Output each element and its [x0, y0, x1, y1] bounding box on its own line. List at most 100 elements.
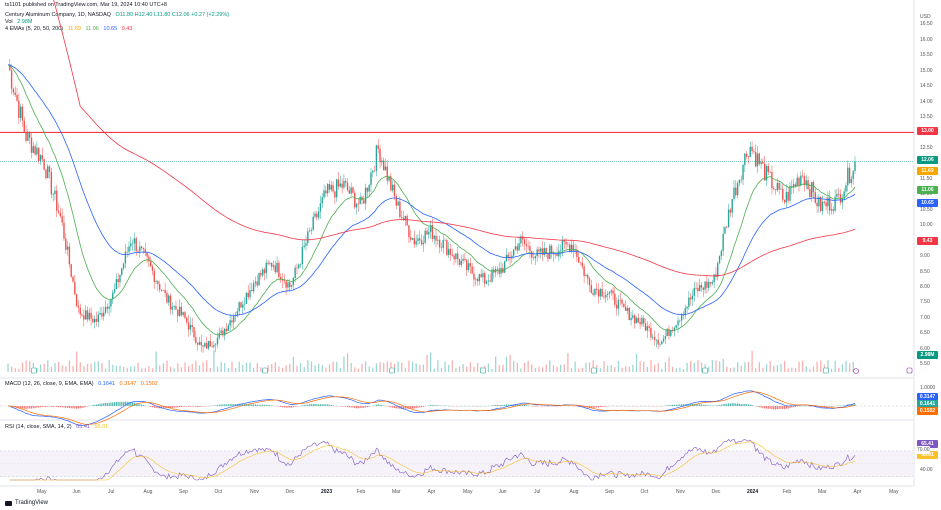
- macd-histogram-bar: [225, 404, 228, 406]
- volume-bar: [603, 361, 605, 372]
- volume-bar: [585, 362, 587, 372]
- candle-body: [205, 343, 208, 349]
- volume-bar: [191, 363, 193, 372]
- volume-bar: [57, 361, 60, 372]
- candle-body: [738, 179, 741, 184]
- candle-body: [726, 226, 728, 228]
- price-tick: 12.50: [920, 144, 933, 151]
- price-tick: 8.50: [920, 268, 930, 275]
- macd-histogram-bar: [823, 406, 825, 407]
- macd-histogram-bar: [415, 406, 417, 409]
- time-tick: Apr: [427, 489, 436, 495]
- volume-bar: [112, 364, 114, 372]
- volume-bar: [101, 362, 103, 372]
- macd-histogram-bar: [34, 406, 36, 409]
- candle-body: [47, 166, 49, 179]
- volume-bar: [495, 356, 497, 372]
- macd-histogram-bar: [357, 406, 359, 409]
- candle-body: [581, 262, 583, 267]
- macd-histogram-bar: [85, 406, 87, 407]
- volume-bar: [513, 360, 515, 372]
- volume-bar: [411, 361, 414, 372]
- candle-body: [662, 338, 665, 342]
- volume-bar: [155, 351, 157, 372]
- ema-legend[interactable]: 4 EMAs (5, 20, 50, 200) 11.69 11.06 10.6…: [5, 26, 135, 32]
- candle-body: [612, 290, 614, 294]
- candle-body: [843, 191, 845, 199]
- volume-bar: [357, 368, 360, 372]
- candle-body: [568, 244, 571, 252]
- volume-bar: [126, 367, 128, 372]
- volume-bar: [7, 363, 9, 372]
- macd-histogram-bar: [68, 406, 71, 409]
- candle-body: [783, 199, 786, 203]
- ema20-line: [7, 64, 856, 336]
- candle-body: [117, 279, 119, 283]
- candle-body: [379, 148, 381, 163]
- volume-bar: [47, 360, 49, 372]
- candle-body: [816, 202, 818, 207]
- time-tick: Jul: [534, 489, 541, 495]
- volume-bar: [321, 365, 323, 372]
- volume-bar: [115, 365, 118, 372]
- candle-body: [415, 241, 417, 245]
- candle-body: [731, 199, 733, 213]
- macd-histogram-bar: [590, 406, 592, 408]
- candle-body: [825, 202, 827, 207]
- macd-histogram-bar: [735, 403, 737, 406]
- rsi-legend[interactable]: RSI (14, close, SMA, 14, 2) 65.41 55.01: [5, 424, 111, 430]
- volume-bar: [679, 367, 681, 372]
- candle-body: [767, 166, 770, 173]
- volume-bar: [180, 367, 183, 372]
- candle-body: [195, 337, 197, 343]
- candle-body: [478, 274, 481, 282]
- macd-legend[interactable]: MACD (12, 26, close, 9, EMA, EMA) 0.1641…: [5, 381, 161, 387]
- ema-legend-label: 4 EMAs (5, 20, 50, 200): [5, 26, 64, 32]
- macd-legend-value-3: 0.1502: [140, 381, 158, 387]
- macd-histogram-bar: [749, 404, 751, 406]
- macd-histogram-bar: [220, 404, 222, 406]
- candle-body: [95, 318, 98, 322]
- candle-body: [673, 327, 676, 332]
- macd-histogram-bar: [189, 406, 192, 407]
- macd-histogram-bar: [54, 406, 56, 407]
- candle-body: [38, 147, 40, 161]
- price-tick: 15.00: [920, 67, 933, 74]
- candle-body: [144, 249, 146, 253]
- volume-bar: [773, 365, 775, 372]
- candle-body: [624, 306, 627, 311]
- candle-body: [267, 262, 269, 264]
- time-tick: Jun: [498, 489, 507, 495]
- volume-bar: [708, 366, 710, 372]
- candle-body: [608, 292, 611, 294]
- ema5-price-label: 11.69: [917, 167, 938, 175]
- volume-bar: [791, 367, 793, 372]
- macd-histogram-bar: [271, 405, 273, 406]
- candle-body: [680, 315, 683, 321]
- candle-body: [229, 320, 231, 326]
- price-tick: 14.00: [920, 98, 933, 105]
- candle-body: [438, 239, 441, 248]
- macd-histogram-bar: [269, 405, 271, 406]
- macd-histogram-bar: [332, 405, 334, 406]
- volume-bar: [632, 364, 634, 372]
- candle-body: [245, 292, 248, 304]
- macd-histogram-bar: [495, 404, 497, 406]
- volume-bar: [690, 361, 692, 372]
- volume-bar: [610, 364, 612, 372]
- volume-bar: [628, 366, 630, 372]
- volume-bar: [379, 362, 381, 372]
- volume-bar: [173, 368, 175, 372]
- candle-body: [736, 183, 739, 196]
- candle-body: [518, 243, 520, 251]
- ema200-price-label: 9.43: [917, 237, 938, 245]
- candle-body: [401, 217, 403, 218]
- macd-histogram-bar: [681, 404, 683, 406]
- candle-body: [289, 282, 291, 287]
- macd-histogram-bar: [402, 406, 405, 409]
- candle-body: [354, 192, 356, 208]
- candle-body: [727, 209, 730, 228]
- candle-body: [317, 211, 320, 218]
- candle-body: [615, 304, 618, 309]
